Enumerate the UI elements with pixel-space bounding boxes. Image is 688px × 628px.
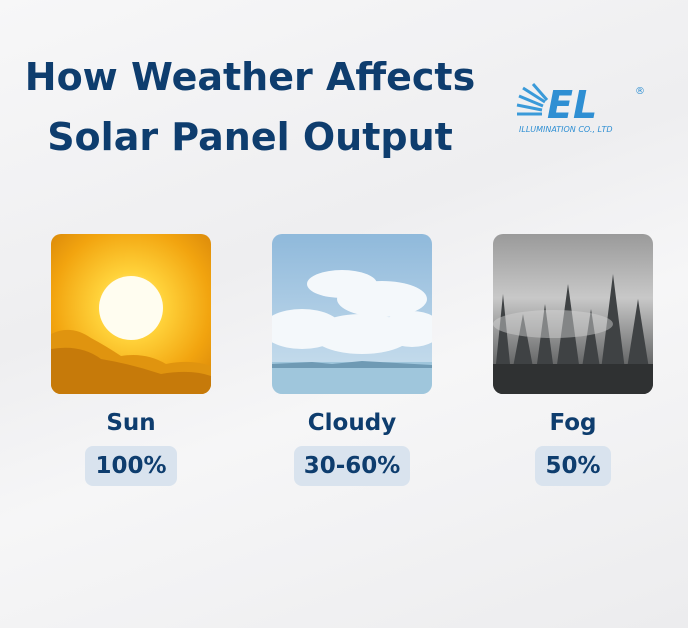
- card-output: 30-60%: [293, 446, 411, 486]
- logo-company: ILLUMINATION CO., LTD: [519, 125, 612, 134]
- card-label: Cloudy: [307, 410, 397, 436]
- logo: EL ® ILLUMINATION CO., LTD: [516, 83, 645, 134]
- card-output: 50%: [535, 446, 611, 486]
- card-label: Sun: [106, 410, 156, 436]
- cloudy-image: [272, 234, 432, 394]
- logo-registered: ®: [635, 86, 645, 97]
- fog-image: [493, 234, 653, 394]
- title-line: How Weather Affects: [24, 55, 476, 99]
- card-output: 100%: [85, 446, 177, 486]
- sun-image: [51, 234, 211, 394]
- logo-mark: EL: [547, 83, 597, 127]
- weather-card: Cloudy 30-60%: [272, 234, 432, 486]
- title-line: Solar Panel Output: [47, 115, 453, 159]
- card-label: Fog: [549, 410, 597, 436]
- weather-card: Sun 100%: [51, 234, 211, 486]
- weather-card: Fog 50%: [493, 234, 653, 486]
